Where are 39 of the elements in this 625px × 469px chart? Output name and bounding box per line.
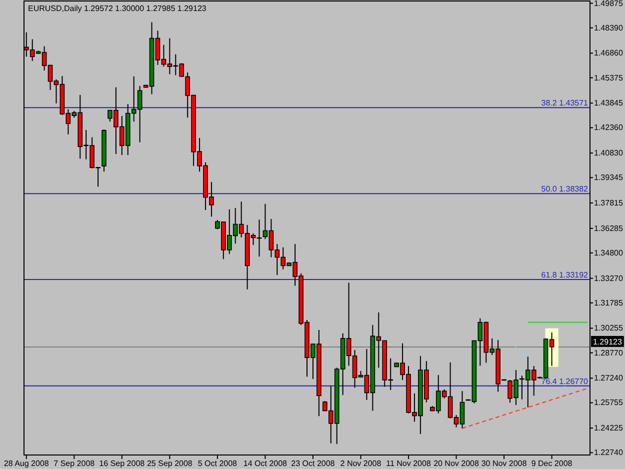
y-tick-label: 1.39345 — [594, 173, 624, 182]
x-tick-label: 30 Nov 2008 — [481, 459, 528, 468]
y-tick-label: 1.40830 — [594, 148, 624, 158]
ref-line-label: 61.8 1.33192 — [541, 270, 589, 280]
y-tick-label: 1.22740 — [594, 448, 624, 458]
y-tick-label: 1.34800 — [594, 248, 624, 258]
x-tick-label: 16 Sep 2008 — [99, 459, 146, 468]
y-tick-label: 1.48390 — [594, 23, 624, 32]
chart-title: EURUSD,Daily 1.29572 1.30000 1.27985 1.29123 — [28, 4, 207, 13]
x-tick-label: 11 Nov 2008 — [386, 459, 432, 468]
x-tick-label: 7 Sep 2008 — [54, 459, 96, 468]
x-tick-label: 9 Dec 2008 — [531, 459, 573, 468]
y-tick-label: 1.42360 — [594, 123, 624, 132]
y-tick-label: 1.27240 — [594, 374, 624, 383]
y-tick-label: 1.33270 — [594, 274, 624, 283]
y-tick-label: 1.49875 — [594, 0, 624, 8]
y-tick-label: 1.31785 — [594, 298, 624, 308]
ref-line-label: 38.2 1.43571 — [541, 98, 589, 108]
x-tick-label: 25 Sep 2008 — [146, 459, 193, 468]
y-tick-label: 1.45375 — [594, 73, 624, 82]
y-tick-label: 1.43845 — [594, 98, 624, 108]
x-tick-label: 5 Oct 2008 — [198, 459, 238, 468]
y-tick-label: 1.28770 — [594, 348, 624, 358]
ref-line-label: 50.0 1.38382 — [541, 184, 589, 194]
y-tick-label: 1.25755 — [594, 398, 624, 408]
x-tick-label: 14 Oct 2008 — [243, 459, 288, 468]
x-tick-label: 2 Nov 2008 — [340, 459, 382, 468]
y-tick-label: 1.30255 — [594, 324, 624, 333]
ref-line-label: 76.4 1.26770 — [541, 376, 589, 386]
x-tick-label: 20 Nov 2008 — [434, 459, 480, 468]
y-tick-label: 1.24225 — [594, 424, 624, 433]
y-tick-label: 1.46860 — [594, 48, 624, 58]
line-series — [480, 318, 588, 406]
y-tick-label: 1.36285 — [594, 224, 624, 233]
y-tick-label: 1.37815 — [594, 198, 624, 208]
x-tick-label: 28 Aug 2008 — [4, 459, 50, 468]
x-tick-label: 23 Oct 2008 — [291, 459, 336, 468]
line-series — [462, 388, 588, 429]
text: 1.29123 — [593, 337, 622, 346]
